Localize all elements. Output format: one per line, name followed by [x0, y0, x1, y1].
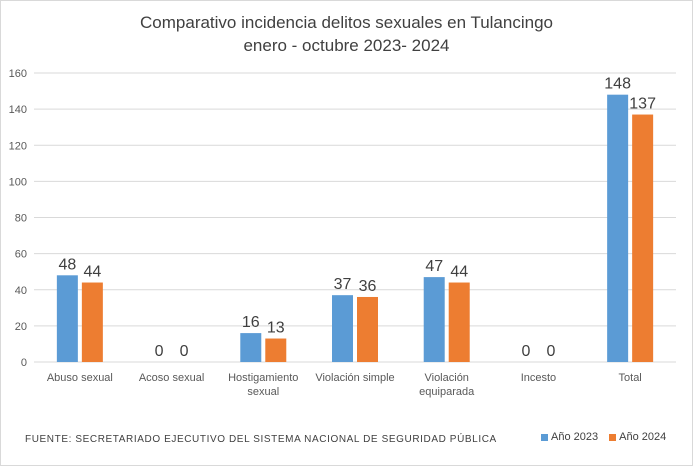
y-tick-label: 80 [15, 213, 27, 225]
y-tick-label: 100 [9, 176, 27, 188]
y-tick-label: 140 [9, 104, 27, 116]
bar-2023 [607, 94, 629, 363]
data-label: 47 [425, 258, 443, 275]
legend-item-2023: Año 2023 [541, 431, 598, 443]
x-tick-label: equiparada [419, 386, 475, 398]
y-tick-label: 0 [21, 357, 27, 369]
data-label: 148 [604, 76, 631, 93]
data-label: 0 [180, 343, 189, 360]
bar-2024 [448, 282, 470, 362]
y-tick-label: 40 [15, 285, 27, 297]
x-tick-label: Incesto [521, 372, 556, 384]
bar-2024 [81, 282, 103, 362]
y-tick-label: 160 [9, 68, 27, 80]
bar-2023 [240, 333, 262, 362]
data-label: 16 [242, 314, 260, 331]
bar-2024 [357, 296, 378, 362]
legend-item-2024: Año 2024 [609, 431, 666, 443]
y-tick-label: 20 [15, 321, 27, 333]
legend-label-2024: Año 2024 [619, 431, 667, 443]
x-tick-label: Acoso sexual [139, 372, 204, 384]
x-tick-label: Hostigamiento [228, 372, 298, 384]
bar-2023 [56, 275, 78, 362]
chart-title: Comparativo incidencia delitos sexuales … [1, 11, 692, 57]
legend-swatch-2023 [541, 433, 548, 441]
y-tick-label: 60 [15, 249, 27, 261]
data-label: 137 [629, 96, 656, 113]
legend-swatch-2024 [609, 433, 617, 441]
source-note: FUENTE: SECRETARIADO EJECUTIVO DEL SISTE… [25, 434, 497, 445]
chart-title-line-2: enero - octubre 2023- 2024 [243, 36, 450, 55]
x-tick-label: Violación [424, 372, 468, 384]
bar-2023 [332, 295, 353, 362]
data-label: 0 [521, 343, 530, 360]
x-tick-label: Total [619, 372, 642, 384]
legend: Año 2023 Año 2024 [541, 431, 674, 444]
x-tick-label: Abuso sexual [47, 372, 113, 384]
data-label: 44 [450, 264, 468, 281]
data-label: 0 [546, 343, 555, 360]
legend-label-2023: Año 2023 [551, 431, 599, 443]
x-tick-label: sexual [247, 386, 279, 398]
data-label: 37 [334, 276, 352, 293]
bar-2024 [265, 338, 287, 362]
data-label: 36 [359, 278, 377, 295]
chart-title-line-1: Comparativo incidencia delitos sexuales … [140, 13, 553, 32]
data-label: 44 [83, 264, 101, 281]
y-tick-label: 120 [9, 140, 27, 152]
data-label: 48 [58, 256, 76, 273]
data-label: 13 [267, 320, 285, 337]
x-tick-label: Violación simple [315, 372, 394, 384]
data-label: 0 [155, 343, 164, 360]
bar-2024 [632, 114, 654, 362]
bar-2023 [423, 277, 445, 362]
